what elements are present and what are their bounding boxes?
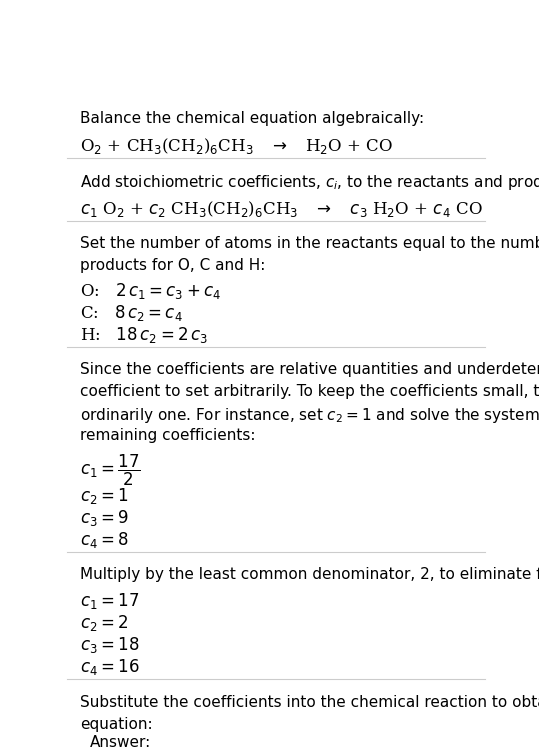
Text: $c_4 = 8$: $c_4 = 8$ [80,529,129,550]
FancyBboxPatch shape [75,722,350,752]
Text: $c_1$ O$_2$ + $c_2$ CH$_3$(CH$_2$)$_6$CH$_3$   $\rightarrow$   $c_3$ H$_2$O + $c: $c_1$ O$_2$ + $c_2$ CH$_3$(CH$_2$)$_6$CH… [80,199,482,219]
Text: ordinarily one. For instance, set $c_2 = 1$ and solve the system of equations fo: ordinarily one. For instance, set $c_2 =… [80,406,539,426]
Text: Multiply by the least common denominator, 2, to eliminate fractional coefficient: Multiply by the least common denominator… [80,567,539,582]
Text: C:   $8\,c_2 = c_4$: C: $8\,c_2 = c_4$ [80,303,183,323]
Text: remaining coefficients:: remaining coefficients: [80,429,255,444]
Text: Set the number of atoms in the reactants equal to the number of atoms in the: Set the number of atoms in the reactants… [80,236,539,251]
Text: $c_3 = 18$: $c_3 = 18$ [80,635,139,655]
Text: coefficient to set arbitrarily. To keep the coefficients small, the arbitrary va: coefficient to set arbitrarily. To keep … [80,384,539,399]
Text: $c_2 = 1$: $c_2 = 1$ [80,486,128,505]
Text: equation:: equation: [80,717,153,732]
Text: O:   $2\,c_1 = c_3 + c_4$: O: $2\,c_1 = c_3 + c_4$ [80,281,221,301]
Text: Add stoichiometric coefficients, $c_i$, to the reactants and products:: Add stoichiometric coefficients, $c_i$, … [80,173,539,193]
Text: $c_4 = 16$: $c_4 = 16$ [80,657,140,678]
Text: $c_1 = \dfrac{17}{2}$: $c_1 = \dfrac{17}{2}$ [80,453,141,488]
Text: $c_3 = 9$: $c_3 = 9$ [80,508,129,528]
Text: Answer:: Answer: [91,735,151,750]
Text: Balance the chemical equation algebraically:: Balance the chemical equation algebraica… [80,111,424,126]
Text: Substitute the coefficients into the chemical reaction to obtain the balanced: Substitute the coefficients into the che… [80,695,539,710]
Text: $c_1 = 17$: $c_1 = 17$ [80,591,139,611]
Text: products for O, C and H:: products for O, C and H: [80,258,265,273]
Text: H:   $18\,c_2 = 2\,c_3$: H: $18\,c_2 = 2\,c_3$ [80,325,208,345]
Text: O$_2$ + CH$_3$(CH$_2$)$_6$CH$_3$   $\rightarrow$   H$_2$O + CO: O$_2$ + CH$_3$(CH$_2$)$_6$CH$_3$ $\right… [80,136,393,156]
Text: $c_2 = 2$: $c_2 = 2$ [80,614,128,633]
Text: Since the coefficients are relative quantities and underdetermined, choose a: Since the coefficients are relative quan… [80,362,539,378]
